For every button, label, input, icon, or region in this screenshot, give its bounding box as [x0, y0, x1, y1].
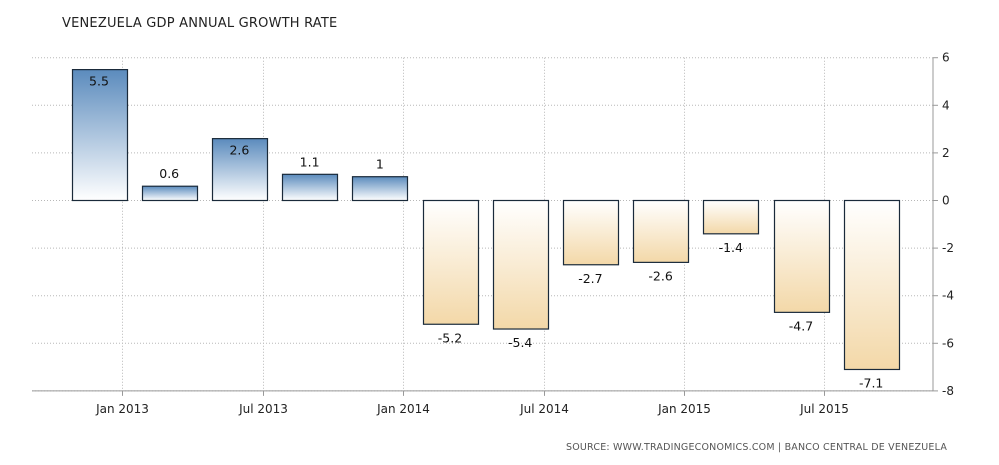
- bar: [632, 199, 690, 263]
- chart-title: VENEZUELA GDP ANNUAL GROWTH RATE: [62, 16, 338, 31]
- x-tick-label: Jan 2013: [95, 402, 149, 416]
- x-tick-label: Jul 2014: [519, 402, 569, 416]
- value-labels-layer: 5.5 0.6 2.6 1.1 1 -5.2 -5.4 -2.7 -2.6 -1.4 -4.7 -7.…: [89, 74, 883, 391]
- data-label: -5.4: [508, 335, 532, 350]
- bar: [702, 199, 760, 235]
- data-label: -7.1: [859, 375, 883, 390]
- x-tick-label: Jul 2015: [799, 402, 849, 416]
- bar: [562, 199, 620, 266]
- x-axis: Jan 2013 Jul 2013 Jan 2014 Jul 2014 Jan 2015…: [32, 390, 933, 416]
- bar: [422, 199, 480, 325]
- bars-layer: [71, 68, 901, 371]
- bar: [843, 199, 901, 371]
- data-label: -2.7: [578, 271, 602, 286]
- y-tick-label: 4: [942, 98, 950, 112]
- data-label: 1.1: [300, 154, 320, 169]
- data-label: 0.6: [159, 166, 179, 181]
- bar: [71, 68, 129, 202]
- x-tick-label: Jan 2015: [657, 402, 711, 416]
- bar: [141, 185, 199, 202]
- y-tick-label: -4: [942, 289, 954, 303]
- data-label: -5.2: [438, 330, 462, 345]
- data-label: -1.4: [719, 240, 743, 255]
- y-tick-label: -2: [942, 241, 954, 255]
- x-tick-label: Jul 2013: [238, 402, 288, 416]
- data-label: 1: [376, 157, 384, 172]
- y-tick-label: 2: [942, 146, 950, 160]
- bar: [281, 173, 339, 202]
- data-label: -4.7: [789, 318, 813, 333]
- y-tick-label: 6: [942, 51, 950, 65]
- bar: [351, 176, 409, 202]
- y-tick-label: 0: [942, 194, 950, 208]
- bar: [492, 199, 550, 330]
- x-tick-label: Jan 2014: [376, 402, 430, 416]
- data-label: -2.6: [648, 268, 672, 283]
- data-label: 2.6: [229, 143, 249, 158]
- data-label: 5.5: [89, 74, 109, 89]
- bar: [211, 138, 269, 202]
- bar: [773, 199, 831, 313]
- y-tick-label: -8: [942, 384, 954, 398]
- source-note: SOURCE: WWW.TRADINGECONOMICS.COM | BANCO…: [566, 442, 948, 453]
- y-axis: 6 4 2 0 -2 -4 -6 -8: [932, 51, 954, 398]
- y-tick-label: -6: [942, 336, 954, 350]
